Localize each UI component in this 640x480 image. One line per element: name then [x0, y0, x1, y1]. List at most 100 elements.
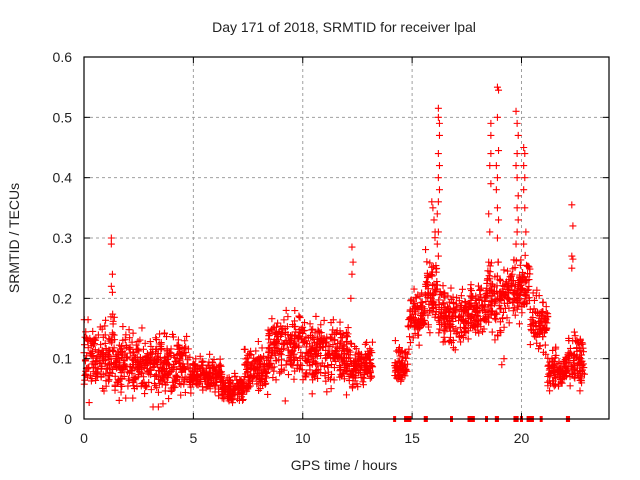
data-point: [485, 272, 493, 280]
data-point: [101, 339, 109, 347]
data-point: [500, 292, 508, 300]
data-point: [98, 346, 106, 354]
data-point: [496, 327, 504, 335]
data-point: [156, 367, 164, 375]
data-point-spike: [513, 150, 521, 158]
data-point: [341, 349, 349, 357]
data-point: [501, 291, 509, 299]
y-tick-label: 0.6: [53, 49, 73, 65]
data-point: [208, 373, 216, 381]
data-point: [564, 354, 572, 362]
data-point: [298, 366, 306, 374]
data-point: [240, 345, 248, 353]
data-point: [414, 331, 422, 339]
data-point: [456, 323, 464, 331]
data-point: [138, 324, 146, 332]
data-point: [468, 293, 476, 301]
data-point: [129, 329, 137, 337]
data-point-spike: [348, 270, 356, 278]
data-point: [424, 285, 432, 293]
data-point: [559, 375, 567, 383]
data-point-spike: [513, 228, 521, 236]
data-point: [136, 336, 144, 344]
data-point-spike: [433, 240, 441, 248]
data-point: [276, 348, 284, 356]
data-point: [272, 357, 280, 365]
data-point: [461, 298, 469, 306]
data-point: [234, 391, 242, 399]
data-point: [516, 274, 524, 282]
data-point: [192, 364, 200, 372]
x-tick-label: 20: [514, 430, 530, 446]
data-point: [253, 380, 261, 388]
data-point: [530, 305, 538, 313]
data-point: [554, 368, 562, 376]
data-point: [86, 349, 94, 357]
data-point: [309, 376, 317, 384]
data-point: [406, 306, 414, 314]
y-tick-label: 0.1: [53, 351, 73, 367]
data-point: [327, 375, 335, 383]
data-point: [504, 295, 512, 303]
data-point: [472, 328, 480, 336]
data-point: [181, 337, 189, 345]
data-point-spike: [434, 113, 442, 121]
data-point: [269, 374, 277, 382]
data-point: [329, 341, 337, 349]
data-point: [277, 368, 285, 376]
data-point: [252, 347, 260, 355]
data-point: [112, 364, 120, 372]
data-point: [412, 294, 420, 302]
data-point: [486, 262, 494, 270]
data-point: [97, 365, 105, 373]
data-point: [117, 365, 125, 373]
data-point: [435, 317, 443, 325]
data-point: [569, 337, 577, 345]
data-point: [141, 390, 149, 398]
data-point: [485, 286, 493, 294]
data-point: [175, 350, 183, 358]
data-point: [410, 285, 418, 293]
data-point-spike: [521, 174, 529, 182]
data-point: [441, 327, 449, 335]
data-point: [425, 323, 433, 331]
data-point: [175, 380, 183, 388]
data-point-spike: [495, 216, 503, 224]
data-point: [394, 368, 402, 376]
data-point: [265, 360, 273, 368]
data-point: [327, 335, 335, 343]
data-point: [439, 299, 447, 307]
data-point: [283, 323, 291, 331]
data-point-spike: [495, 86, 503, 94]
data-point: [329, 326, 337, 334]
data-point: [475, 296, 483, 304]
data-point: [341, 359, 349, 367]
data-point: [92, 336, 100, 344]
data-point: [488, 307, 496, 315]
data-point: [254, 369, 262, 377]
data-point: [363, 338, 371, 346]
data-point: [440, 326, 448, 334]
data-point: [328, 347, 336, 355]
data-point: [489, 289, 497, 297]
data-point-spike: [323, 388, 331, 396]
data-point: [395, 348, 403, 356]
data-point: [120, 372, 128, 380]
data-point: [406, 321, 414, 329]
data-point: [541, 318, 549, 326]
data-point: [518, 309, 526, 317]
data-point: [344, 354, 352, 362]
data-point-spike: [493, 204, 501, 212]
data-point: [161, 387, 169, 395]
data-point: [330, 376, 338, 384]
data-point: [468, 310, 476, 318]
data-point: [258, 344, 266, 352]
data-point: [112, 352, 120, 360]
data-point: [125, 377, 133, 385]
data-point: [292, 354, 300, 362]
data-point: [329, 316, 337, 324]
data-point-spike: [485, 210, 493, 218]
data-point: [551, 374, 559, 382]
data-point: [314, 374, 322, 382]
